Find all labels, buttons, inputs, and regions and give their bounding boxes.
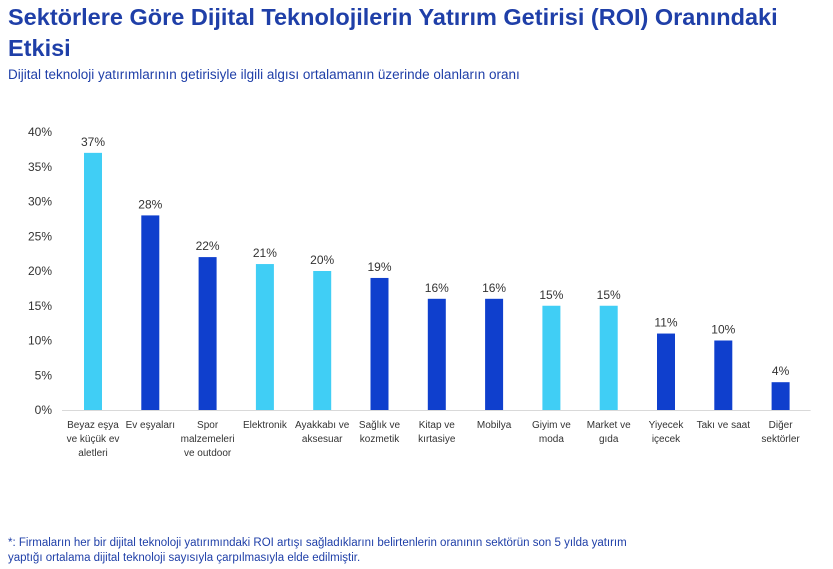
y-tick-label: 35% xyxy=(28,160,52,174)
y-tick-label: 20% xyxy=(28,264,52,278)
y-tick-label: 25% xyxy=(28,229,52,243)
category-label: Ev eşyaları xyxy=(126,420,175,431)
y-tick-label: 5% xyxy=(35,368,53,382)
category-label: Takı ve saat xyxy=(697,420,751,431)
bar xyxy=(599,305,618,410)
bar-value-label: 20% xyxy=(310,253,334,267)
category-label: Elektronik xyxy=(243,420,288,431)
bar xyxy=(370,277,389,410)
category-label: Giyim ve moda xyxy=(532,420,571,445)
bar-value-label: 28% xyxy=(138,197,162,211)
bar-value-label: 4% xyxy=(772,364,790,378)
page-title: Sektörlere Göre Dijital Teknolojilerin Y… xyxy=(8,4,778,61)
bar xyxy=(141,215,160,410)
bar xyxy=(485,298,504,410)
bar xyxy=(313,271,332,410)
category-label: Sağlık ve kozmetik xyxy=(359,420,401,445)
bar-value-label: 10% xyxy=(711,323,735,337)
bar-chart: 0% 5% 10% 15% 20% 25% 30% 35% 40% 37% 28% 22% 21% 20… xyxy=(28,125,811,459)
bars-group xyxy=(84,152,790,410)
y-tick-label: 10% xyxy=(28,334,52,348)
bar-value-label: 16% xyxy=(482,281,506,295)
bar xyxy=(427,298,446,410)
category-label: Diğer sektörler xyxy=(761,420,800,445)
category-label: Yiyecek içecek xyxy=(649,420,685,445)
y-tick-label: 30% xyxy=(28,195,52,209)
bar xyxy=(657,333,675,410)
bar-value-label: 19% xyxy=(367,260,391,274)
y-tick-label: 0% xyxy=(35,403,53,417)
category-label: Mobilya xyxy=(477,420,512,431)
footnote: *: Firmaların her bir dijital teknoloji … xyxy=(8,537,627,564)
category-label: Beyaz eşya ve küçük ev aletleri xyxy=(67,420,120,459)
category-label: Kitap ve kırtasiye xyxy=(418,420,456,445)
bar xyxy=(84,152,102,410)
bar xyxy=(714,340,733,410)
y-tick-label: 40% xyxy=(28,125,52,139)
bar-value-label: 21% xyxy=(253,246,277,260)
bar-value-label: 15% xyxy=(539,288,563,302)
category-label: Market ve gıda xyxy=(587,420,631,445)
page-subtitle: Dijital teknoloji yatırımlarının getiris… xyxy=(8,67,520,82)
bar xyxy=(255,264,274,410)
category-label: Spor malzemeleri ve outdoor xyxy=(181,420,235,459)
category-label: Ayakkabı ve aksesuar xyxy=(295,420,350,445)
bar-value-label: 16% xyxy=(425,281,449,295)
bar-value-label: 22% xyxy=(196,239,220,253)
bar xyxy=(771,382,790,410)
y-axis-ticks: 0% 5% 10% 15% 20% 25% 30% 35% 40% xyxy=(28,125,52,417)
y-tick-label: 15% xyxy=(28,299,52,313)
category-labels-group: Beyaz eşya ve küçük ev aletleri Ev eşyaları… xyxy=(67,420,801,459)
bar-value-label: 37% xyxy=(81,135,105,149)
value-labels-group: 37% 28% 22% 21% 20% 19% 16% 16% 15% 15% 11% 10% 4% xyxy=(81,135,790,378)
bar-value-label: 11% xyxy=(654,316,677,330)
bar xyxy=(198,257,217,410)
bar xyxy=(542,305,561,410)
bar-value-label: 15% xyxy=(597,288,621,302)
